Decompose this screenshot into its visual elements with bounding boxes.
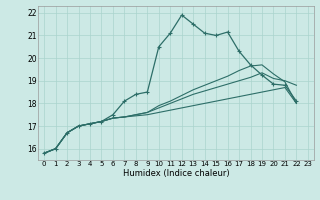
X-axis label: Humidex (Indice chaleur): Humidex (Indice chaleur): [123, 169, 229, 178]
